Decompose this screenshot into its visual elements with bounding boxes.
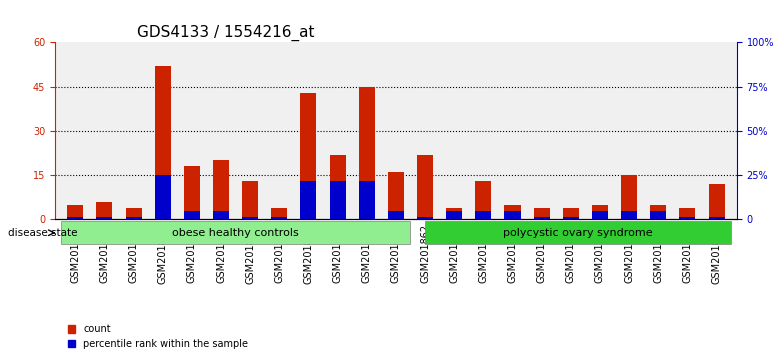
- Bar: [359, 181, 375, 219]
- Legend: count, percentile rank within the sample: count, percentile rank within the sample: [67, 324, 249, 349]
- Bar: [417, 155, 433, 219]
- Bar: [446, 208, 463, 219]
- Bar: [650, 211, 666, 219]
- Bar: [680, 217, 695, 219]
- Bar: [125, 217, 142, 219]
- Bar: [680, 208, 695, 219]
- Bar: [242, 181, 258, 219]
- Text: polycystic ovary syndrome: polycystic ovary syndrome: [503, 228, 653, 238]
- Bar: [563, 208, 579, 219]
- Bar: [534, 208, 550, 219]
- Bar: [67, 205, 83, 219]
- Bar: [96, 217, 112, 219]
- Bar: [534, 217, 550, 219]
- Bar: [329, 155, 346, 219]
- Bar: [184, 166, 200, 219]
- Bar: [67, 217, 83, 219]
- Bar: [271, 217, 288, 219]
- Bar: [300, 181, 317, 219]
- Bar: [242, 217, 258, 219]
- Bar: [709, 217, 724, 219]
- Bar: [563, 217, 579, 219]
- Bar: [621, 211, 637, 219]
- Bar: [475, 181, 492, 219]
- Bar: [213, 160, 229, 219]
- Bar: [300, 93, 317, 219]
- Bar: [650, 205, 666, 219]
- Text: disease state: disease state: [8, 228, 78, 238]
- Bar: [592, 205, 608, 219]
- Bar: [621, 175, 637, 219]
- Bar: [96, 202, 112, 219]
- Bar: [417, 217, 433, 219]
- Bar: [446, 211, 463, 219]
- Bar: [475, 211, 492, 219]
- Bar: [709, 184, 724, 219]
- Text: GDS4133 / 1554216_at: GDS4133 / 1554216_at: [136, 25, 314, 41]
- Bar: [329, 181, 346, 219]
- Bar: [504, 205, 521, 219]
- Bar: [125, 208, 142, 219]
- Bar: [184, 211, 200, 219]
- Bar: [359, 87, 375, 219]
- Bar: [271, 208, 288, 219]
- Bar: [388, 172, 404, 219]
- Bar: [154, 175, 171, 219]
- Bar: [154, 66, 171, 219]
- Bar: [592, 211, 608, 219]
- Bar: [213, 211, 229, 219]
- Bar: [388, 211, 404, 219]
- Bar: [504, 211, 521, 219]
- Text: obese healthy controls: obese healthy controls: [172, 228, 299, 238]
